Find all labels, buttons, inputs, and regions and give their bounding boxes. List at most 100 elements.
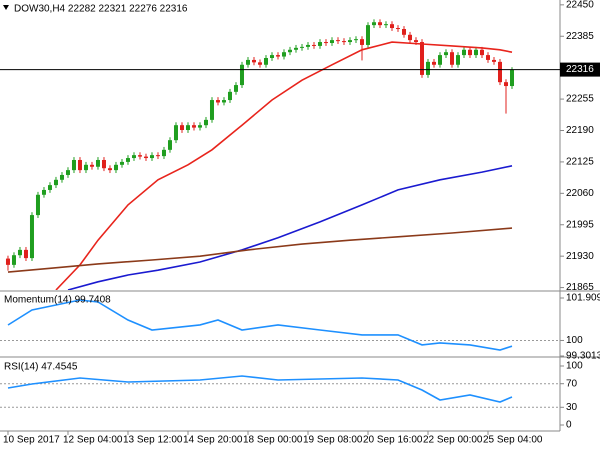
candle-body <box>173 125 178 141</box>
indicator-line <box>55 41 513 290</box>
y-tick-label: 22060 <box>566 188 594 199</box>
y-tick-label: 21995 <box>566 219 594 230</box>
y-tick-label: 100 <box>566 361 583 372</box>
candle-body <box>293 47 298 50</box>
indicator-line <box>7 227 513 273</box>
x-tick-label: 12 Sep 04:00 <box>63 435 123 446</box>
candle-body <box>287 49 292 53</box>
candle-body <box>221 100 226 103</box>
candle-body <box>485 55 490 60</box>
candle-body <box>479 49 484 56</box>
panel-title: RSI(14) 47.4545 <box>4 362 78 373</box>
y-tick-label: 22255 <box>566 94 594 105</box>
candle-body <box>155 155 160 157</box>
candle-body <box>5 258 10 265</box>
candle-body <box>179 125 184 131</box>
candle-body <box>197 125 202 128</box>
candle-body <box>437 55 442 65</box>
candle-body <box>47 185 52 190</box>
candle-body <box>365 25 370 45</box>
candle-body <box>461 49 466 56</box>
candle-body <box>143 156 148 159</box>
candle-body <box>161 149 166 157</box>
panel <box>0 375 560 408</box>
y-tick-label: 21930 <box>566 251 594 262</box>
y-tick-label: 0 <box>566 420 572 431</box>
y-tick-label: 101.9099 <box>566 293 600 304</box>
candle-body <box>227 91 232 101</box>
candle-body <box>347 40 352 43</box>
candle-body <box>41 189 46 195</box>
candle-body <box>257 62 262 65</box>
candle-body <box>353 39 358 41</box>
candle-body <box>119 161 124 165</box>
candle-body <box>419 42 424 75</box>
candle-body <box>185 125 190 131</box>
candle-body <box>131 155 136 159</box>
candle-body <box>467 49 472 56</box>
y-tick-label: 22125 <box>566 157 594 168</box>
candle-body <box>503 82 508 87</box>
candle-body <box>83 164 88 171</box>
candle-body <box>59 174 64 180</box>
candle-body <box>77 159 82 171</box>
candle-body <box>23 249 28 259</box>
candle-body <box>53 179 58 186</box>
candle-body <box>203 119 208 126</box>
candle-body <box>431 61 436 65</box>
x-tick-label: 18 Sep 00:00 <box>243 435 303 446</box>
candle-body <box>89 164 94 167</box>
candle-body <box>29 215 34 259</box>
y-tick-label: 21865 <box>566 282 594 293</box>
candle-body <box>359 39 364 45</box>
candle-body <box>113 164 118 171</box>
x-tick-label: 19 Sep 08:00 <box>303 435 363 446</box>
y-tick-label: 22190 <box>566 125 594 136</box>
candle-body <box>473 49 478 56</box>
candle-body <box>167 140 172 150</box>
indicator-line <box>67 165 513 290</box>
candle-body <box>239 64 244 86</box>
candle-body <box>215 100 220 103</box>
x-tick-label: 13 Sep 12:00 <box>123 435 183 446</box>
x-tick-label: 14 Sep 20:00 <box>183 435 243 446</box>
panel-title: DOW30,H4 22282 22321 22276 22316 <box>14 4 188 15</box>
candle-body <box>317 42 322 46</box>
indicator-line <box>7 375 513 403</box>
candle-body <box>95 159 100 167</box>
candle-body <box>275 55 280 57</box>
menu-arrow <box>3 5 9 10</box>
panel <box>0 299 560 351</box>
candle-body <box>107 168 112 171</box>
candle-body <box>377 22 382 26</box>
candle-body <box>443 52 448 56</box>
candle-body <box>245 59 250 65</box>
candle-body <box>491 59 496 62</box>
candle-body <box>71 159 76 171</box>
candle-body <box>305 44 310 47</box>
candle-body <box>101 159 106 169</box>
current-price-box <box>560 62 600 77</box>
candle-body <box>191 125 196 128</box>
y-tick-label: 70 <box>566 378 578 389</box>
candle-body <box>269 55 274 58</box>
x-tick-label: 25 Sep 04:00 <box>483 435 543 446</box>
candle-body <box>383 24 388 26</box>
candle-body <box>137 155 142 157</box>
candle-body <box>311 44 316 46</box>
candle-body <box>407 34 412 41</box>
candle-body <box>341 41 346 43</box>
y-tick-label: 100 <box>566 335 583 346</box>
candle-body <box>323 42 328 44</box>
candle-body <box>299 46 304 48</box>
candle-body <box>233 85 238 92</box>
candle-body <box>497 61 502 83</box>
candle-body <box>17 249 22 256</box>
candle-body <box>335 40 340 42</box>
candle-body <box>281 52 286 57</box>
candle-body <box>35 194 40 216</box>
x-tick-label: 10 Sep 2017 <box>3 435 60 446</box>
candle-body <box>449 52 454 65</box>
